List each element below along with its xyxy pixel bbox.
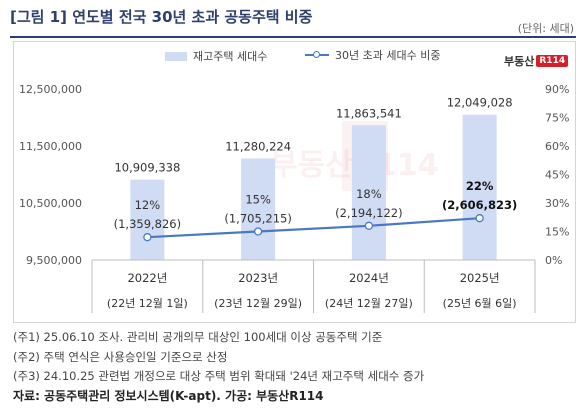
- x-tick-label: 2023년: [238, 271, 278, 285]
- x-tick-label: 2024년: [349, 271, 389, 285]
- bar-2024년: [351, 125, 386, 260]
- share-point: [253, 227, 263, 236]
- share-point: [475, 214, 484, 223]
- bar-2023년: [241, 158, 276, 260]
- x-date-label: (22년 12월 1일): [107, 296, 188, 310]
- y-right-tick-label: 30%: [545, 197, 569, 210]
- bar-2022년: [130, 179, 165, 260]
- footnote-1: (주1) 25.06.10 조사. 관리비 공개의무 대상인 100세대 이상 …: [13, 330, 383, 344]
- footnote-3: (주3) 24.10.25 관련법 개정으로 대상 주택 범위 확대돼 '24년…: [13, 369, 425, 383]
- brand-logo: 부동산 R114: [504, 53, 569, 69]
- bar-value-label: 10,909,338: [114, 161, 180, 175]
- brand-logo-badge: R114: [536, 55, 569, 67]
- footnote-2: (주2) 주택 연식은 사용승인일 기준으로 산정: [13, 349, 228, 364]
- legend-item-bar: 재고주택 세대수: [165, 48, 267, 64]
- legend-bar-label: 재고주택 세대수: [193, 50, 268, 63]
- y-right-tick-label: 90%: [545, 83, 569, 96]
- x-date-label: (25년 6월 6일): [443, 296, 517, 310]
- x-date-label: (24년 12월 27일): [325, 296, 413, 310]
- legend-bar-swatch: [165, 51, 187, 61]
- y-right-tick-label: 0%: [545, 254, 562, 267]
- source-line: 자료: 공동주택관리 정보시스템(K-apt). 가공: 부동산R114: [13, 388, 324, 403]
- x-tick-label: 2022년: [127, 271, 167, 285]
- x-date-label: (23년 12월 29일): [214, 296, 302, 310]
- bar-value-label: 11,280,224: [225, 140, 291, 154]
- legend-item-line: 30년 초과 세대수 비중: [305, 47, 440, 63]
- legend-line-swatch: [305, 50, 329, 60]
- y-right-tick-label: 45%: [545, 169, 569, 182]
- share-count-label: (1,705,215): [224, 212, 292, 226]
- y-left-tick-label: 10,500,000: [19, 197, 82, 210]
- share-pct-label: 12%: [135, 198, 161, 212]
- y-right-tick-label: 60%: [545, 140, 569, 153]
- share-count-label: (2,194,122): [335, 206, 403, 220]
- y-right-tick-label: 75%: [545, 112, 569, 125]
- bar-value-label: 11,863,541: [336, 106, 402, 120]
- share-pct-label: 22%: [466, 179, 494, 193]
- y-left-tick-label: 9,500,000: [26, 254, 82, 267]
- y-left-tick-label: 12,500,000: [19, 83, 82, 96]
- share-pct-label: 18%: [356, 187, 382, 201]
- share-count-label: (1,359,826): [114, 217, 182, 231]
- share-line: [147, 217, 480, 239]
- share-point: [364, 221, 374, 230]
- legend-line-label: 30년 초과 세대수 비중: [335, 49, 441, 62]
- footnotes: (주1) 25.06.10 조사. 관리비 공개의무 대상인 100세대 이상 …: [13, 328, 424, 406]
- bar-2025년: [462, 114, 497, 260]
- figure-title: [그림 1] 연도별 전국 30년 초과 공동주택 비중: [10, 8, 313, 26]
- share-count-label: (2,606,823): [442, 198, 517, 212]
- y-left-tick-label: 11,500,000: [19, 140, 82, 153]
- brand-logo-text: 부동산: [504, 55, 535, 68]
- bar-value-label: 12,049,028: [447, 96, 513, 110]
- title-divider: [10, 36, 576, 38]
- x-tick-label: 2025년: [460, 271, 500, 285]
- y-right-tick-label: 15%: [545, 226, 569, 239]
- share-point: [143, 233, 152, 242]
- share-pct-label: 15%: [245, 193, 271, 207]
- unit-label: (단위: 세대): [517, 22, 574, 35]
